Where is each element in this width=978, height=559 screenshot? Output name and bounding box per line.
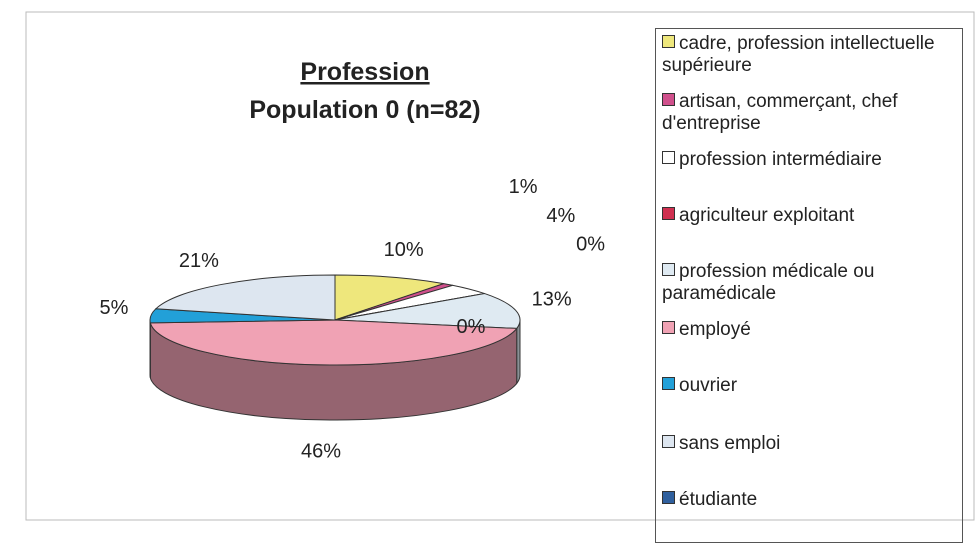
legend-label: étudiante: [679, 489, 758, 510]
data-label: 10%: [384, 239, 424, 261]
legend-swatch: [662, 35, 675, 48]
data-label: 4%: [546, 205, 575, 227]
legend-item: cadre, profession intellectuelle supérie…: [662, 33, 962, 77]
legend-label: ouvrier: [679, 375, 738, 396]
legend-label: employé: [679, 319, 751, 340]
slice: [154, 274, 336, 321]
legend-label: profession intermédiaire: [679, 149, 882, 170]
legend-item: artisan, commerçant, chef d'entreprise: [662, 91, 962, 135]
legend-swatch: [662, 263, 675, 276]
legend: cadre, profession intellectuelle supérie…: [655, 28, 963, 543]
legend-item: profession intermédiaire: [662, 149, 962, 171]
data-label: 46%: [301, 441, 341, 463]
legend-swatch: [662, 491, 675, 504]
data-label: 5%: [100, 297, 129, 319]
legend-swatch: [662, 377, 675, 390]
legend-swatch: [662, 435, 675, 448]
legend-item: sans emploi: [662, 433, 962, 455]
slice: [334, 274, 444, 321]
frame: [25, 11, 975, 521]
data-label: 0%: [457, 316, 486, 338]
legend-item: employé: [662, 319, 962, 341]
legend-label: profession médicale ou paramédicale: [662, 261, 875, 304]
legend-item: agriculteur exploitant: [662, 205, 962, 227]
legend-swatch: [662, 151, 675, 164]
slice: [334, 293, 521, 329]
data-label: 21%: [179, 250, 219, 272]
slice: [149, 319, 518, 366]
legend-swatch: [662, 321, 675, 334]
legend-swatch: [662, 207, 675, 220]
data-label: 1%: [509, 176, 538, 198]
legend-label: sans emploi: [679, 433, 781, 454]
legend-swatch: [662, 93, 675, 106]
legend-item: ouvrier: [662, 375, 962, 397]
chart-subtitle: Population 0 (n=82): [249, 96, 480, 124]
chart-title: Profession: [300, 58, 429, 86]
data-label: 0%: [576, 234, 605, 256]
legend-item: profession médicale ou paramédicale: [662, 261, 962, 305]
legend-item: étudiante: [662, 489, 962, 511]
legend-label: agriculteur exploitant: [679, 205, 855, 226]
legend-label: artisan, commerçant, chef d'entreprise: [662, 91, 898, 134]
legend-label: cadre, profession intellectuelle supérie…: [662, 33, 935, 76]
data-label: 13%: [532, 289, 572, 311]
